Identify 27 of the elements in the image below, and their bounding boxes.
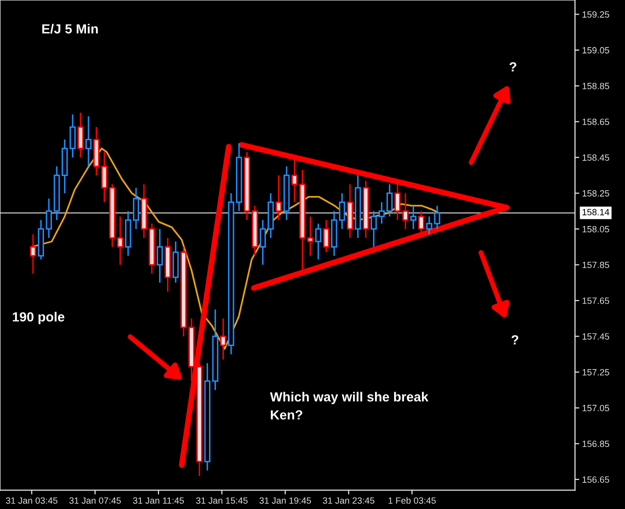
- x-tick-label: 31 Jan 15:45: [196, 497, 248, 504]
- y-tick-label: 158.45: [582, 154, 610, 161]
- annotation: ?: [512, 335, 518, 344]
- annotation: 190 pole: [12, 312, 64, 324]
- y-tick-label: 156.65: [582, 476, 610, 483]
- x-tick-label: 31 Jan 03:45: [6, 497, 58, 504]
- y-tick-label: 157.45: [582, 333, 610, 340]
- y-tick-label: 157.25: [582, 369, 610, 376]
- y-tick-label: 157.65: [582, 298, 610, 304]
- y-tick-label: 159.05: [582, 47, 610, 54]
- y-tick-label: 158.65: [582, 118, 610, 126]
- y-tick-label: 158.85: [582, 82, 610, 90]
- y-tick-label: 156.85: [582, 440, 610, 448]
- y-tick-label: 158.25: [582, 190, 610, 197]
- y-tick-label: 157.05: [582, 404, 610, 412]
- y-tick-label: 158.05: [582, 226, 610, 232]
- x-tick-label: 31 Jan 19:45: [260, 497, 311, 504]
- x-tick-label: 31 Jan 23:45: [322, 497, 374, 504]
- y-tick-label: 157.85: [582, 262, 610, 268]
- y-tick-label: 159.25: [582, 11, 610, 18]
- text: E/J 5 Min: [42, 24, 98, 34]
- x-tick-label: 31 Jan 11:45: [133, 497, 184, 504]
- annotation: ?: [510, 62, 516, 72]
- ref-line-label: 158.14: [582, 208, 610, 216]
- x-tick-label: 31 Jan 07:45: [69, 497, 121, 504]
- annotation: Which way will she break Ken?: [270, 392, 428, 420]
- x-tick-label: 1 Feb 03:45: [388, 497, 436, 504]
